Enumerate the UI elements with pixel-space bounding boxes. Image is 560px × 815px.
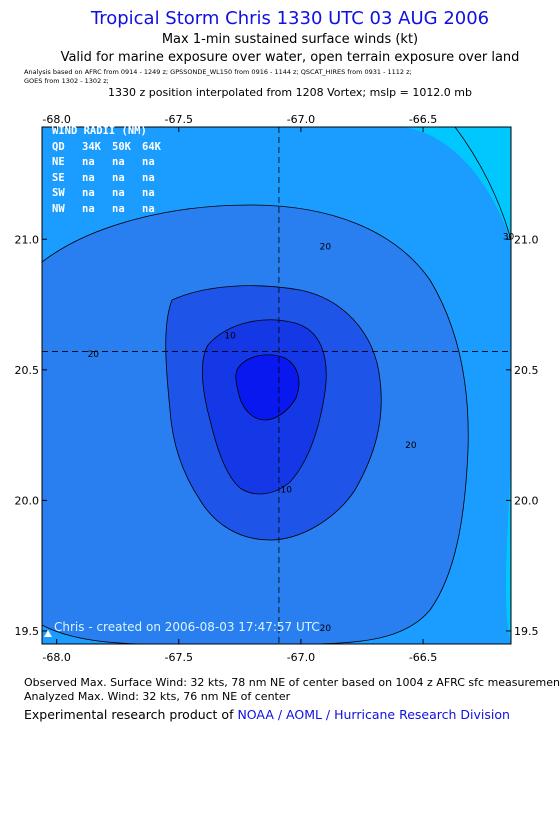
wind-radii-cell: na xyxy=(112,171,125,184)
contour-label: 10 xyxy=(281,486,293,496)
wind-radii-cell: na xyxy=(112,202,125,215)
plot-frame xyxy=(41,126,512,645)
observed-max-wind: Observed Max. Surface Wind: 32 kts, 78 n… xyxy=(24,676,560,689)
y-tick-label: 21.0 xyxy=(15,233,40,246)
contour-label: 30 xyxy=(503,232,515,242)
y-tick-label: 20.0 xyxy=(15,494,40,507)
y-tick-label-right: 19.5 xyxy=(514,625,539,638)
contour-label: 20 xyxy=(320,624,332,634)
contour-fill-35 xyxy=(235,354,300,421)
wind-radii-row: SE na na na xyxy=(52,171,172,187)
y-tick-label-right: 20.0 xyxy=(514,494,539,507)
wind-radii-header-row: QD 34K 50K 64K xyxy=(52,140,172,156)
wind-radii-cell: NW xyxy=(52,202,65,215)
x-tick-label-top: -68.0 xyxy=(42,113,70,126)
contour-line-30 xyxy=(454,127,511,241)
x-tick-label-top: -67.5 xyxy=(165,113,193,126)
wind-radii-header-cell: 64K xyxy=(142,140,161,153)
wind-radii-cell: na xyxy=(112,156,125,168)
chart-subtitle: Max 1-min sustained surface winds (kt) xyxy=(161,32,419,47)
wind-radii-cell: na xyxy=(82,202,95,215)
wind-radii-cell: na xyxy=(142,171,155,184)
contour-label: 10 xyxy=(224,332,236,342)
wind-radii-row: NE na na na xyxy=(52,155,172,171)
position-line: 1330 z position interpolated from 1208 V… xyxy=(107,86,472,99)
x-tick-label-top: -66.5 xyxy=(409,113,437,126)
wind-radii-cell: NE xyxy=(52,156,65,168)
wind-radii-cell: na xyxy=(142,156,155,168)
y-tick-label-right: 21.0 xyxy=(514,233,539,246)
wind-radii-cell: na xyxy=(82,171,95,184)
wind-radii-cell: SE xyxy=(52,171,65,184)
analyzed-max-wind: Analyzed Max. Wind: 32 kts, 76 nm NE of … xyxy=(24,690,291,703)
wind-radii-header-cell: 34K xyxy=(82,140,101,153)
wind-radii-cell: na xyxy=(82,156,95,168)
analysis-line-2: GOES from 1302 - 1302 z; xyxy=(24,77,109,85)
x-tick-label: -67.0 xyxy=(287,651,315,664)
wind-radii-row: NW na na na xyxy=(52,202,172,218)
y-tick-label: 20.5 xyxy=(15,364,40,377)
wind-radii-cell: na xyxy=(82,187,95,199)
valid-line: Valid for marine exposure over water, op… xyxy=(60,50,520,65)
contour-label: 20 xyxy=(88,350,100,360)
credit-prefix: Experimental research product of xyxy=(24,707,238,722)
x-tick-label: -66.5 xyxy=(409,651,437,664)
x-tick-label: -67.5 xyxy=(165,651,193,664)
wind-radii-header-cell: 50K xyxy=(112,140,131,153)
contour-label: 20 xyxy=(405,441,417,451)
wind-radii-header-cell: QD xyxy=(52,140,65,153)
created-watermark: Chris - created on 2006-08-03 17:47:57 U… xyxy=(54,620,320,634)
wind-radii-table: WIND RADII (NM) QD 34K 50K 64K NE na na … xyxy=(52,124,172,217)
hrd-link[interactable]: NOAA / AOML / Hurricane Research Divisio… xyxy=(237,707,510,722)
center-crosshair xyxy=(42,127,511,644)
analysis-line-1: Analysis based on AFRC from 0914 - 1249 … xyxy=(24,68,412,76)
wind-radii-cell: na xyxy=(112,187,125,199)
chart-title: Tropical Storm Chris 1330 UTC 03 AUG 200… xyxy=(90,8,490,29)
credit-line: Experimental research product of NOAA / … xyxy=(24,707,510,722)
x-tick-label-top: -67.0 xyxy=(287,113,315,126)
north-arrow-icon xyxy=(44,630,52,637)
contour-label: 20 xyxy=(320,243,332,253)
wind-radii-cell: na xyxy=(142,202,155,215)
wind-radii-cell: SW xyxy=(52,187,65,199)
x-tick-label: -68.0 xyxy=(42,651,70,664)
y-tick-label-right: 20.5 xyxy=(514,364,539,377)
y-tick-label: 19.5 xyxy=(15,625,40,638)
wind-radii-cell: na xyxy=(142,187,155,199)
wind-radii-title: WIND RADII (NM) xyxy=(52,125,147,137)
wind-radii-row: SW na na na xyxy=(52,186,172,202)
